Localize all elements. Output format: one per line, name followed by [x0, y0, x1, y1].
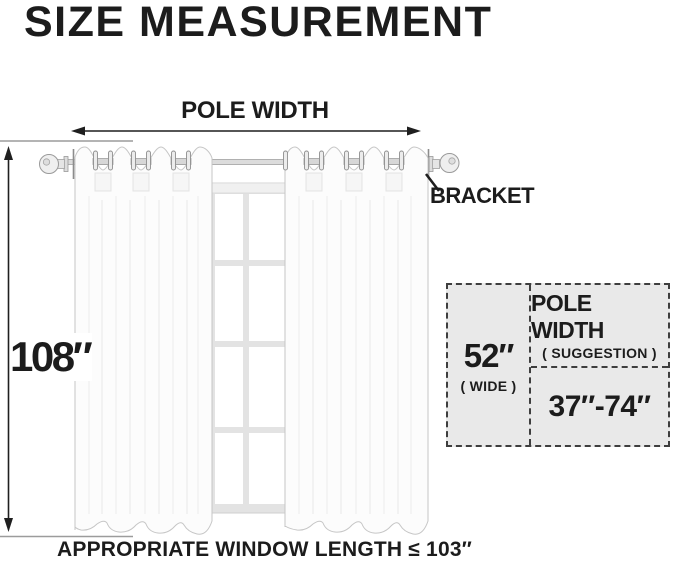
right-finial: [428, 153, 460, 173]
pole-width-arrow: [71, 126, 421, 136]
height-arrow: [4, 146, 13, 532]
bracket-pointer-line: [424, 173, 441, 192]
spec-width-value: 52″: [463, 336, 515, 374]
pole-width-label: POLE WIDTH: [181, 97, 329, 124]
spec-pole-range-value: 37″-74″: [548, 389, 651, 423]
grommets: [92, 150, 405, 192]
spec-pole-width-title: POLE WIDTH: [531, 290, 604, 343]
spec-box: 52″ ( WIDE ) POLE WIDTH ( SUGGESTION ) 3…: [446, 283, 670, 447]
left-curtain-panel: [74, 146, 213, 535]
spec-width-caption: ( WIDE ): [460, 377, 517, 394]
page-title: SIZE MEASUREMENT: [24, 0, 493, 46]
window-length-label: APPROPRIATE WINDOW LENGTH ≤ 103″: [57, 538, 472, 561]
bracket-label: BRACKET: [430, 183, 535, 208]
extension-lines: [0, 140, 133, 538]
left-finial: [39, 154, 69, 174]
spec-pole-width-caption: ( SUGGESTION ): [542, 345, 657, 361]
spec-width-cell: 52″ ( WIDE ): [448, 285, 531, 445]
window: [207, 182, 293, 514]
spec-right-column: POLE WIDTH ( SUGGESTION ) 37″-74″: [531, 285, 668, 445]
spec-pole-range-cell: 37″-74″: [531, 368, 668, 445]
spec-pole-width-cell: POLE WIDTH ( SUGGESTION ): [531, 285, 668, 368]
curtain-height-label: 108″: [10, 333, 93, 381]
right-curtain-panel: [284, 146, 429, 535]
